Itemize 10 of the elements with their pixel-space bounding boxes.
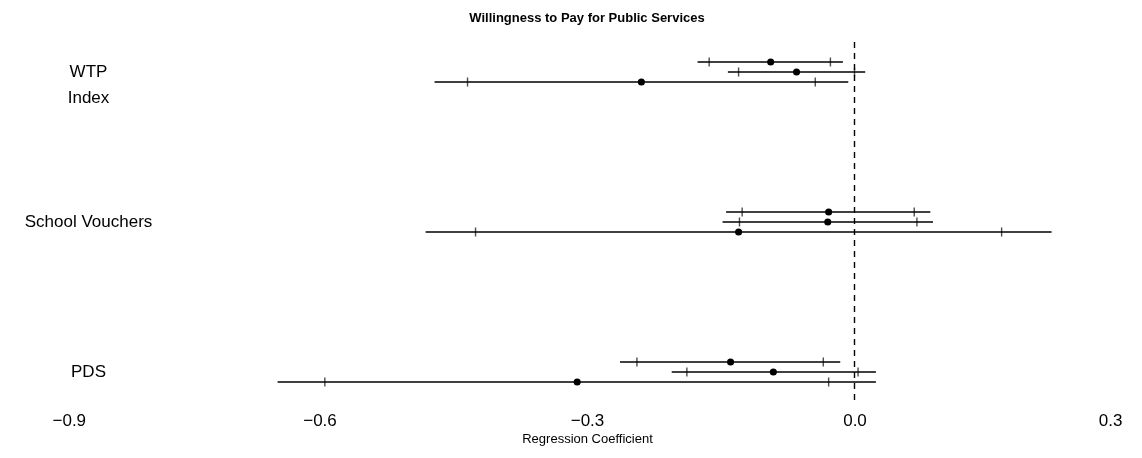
x-tick-label: −0.6 (303, 410, 337, 430)
y-tick-label: WTP Index (67, 62, 110, 107)
x-axis-title: Regression Coefficient (522, 430, 654, 446)
chart-title: Willingness to Pay for Public Services (469, 10, 705, 26)
x-tick-label: −0.3 (570, 410, 605, 430)
x-tick-label: 0.0 (843, 410, 867, 430)
x-tick-label: −0.9 (52, 410, 87, 430)
y-tick-label: PDS (71, 362, 106, 381)
y-tick-label: School Vouchers (24, 212, 153, 231)
x-tick-label: 0.3 (1098, 410, 1123, 430)
